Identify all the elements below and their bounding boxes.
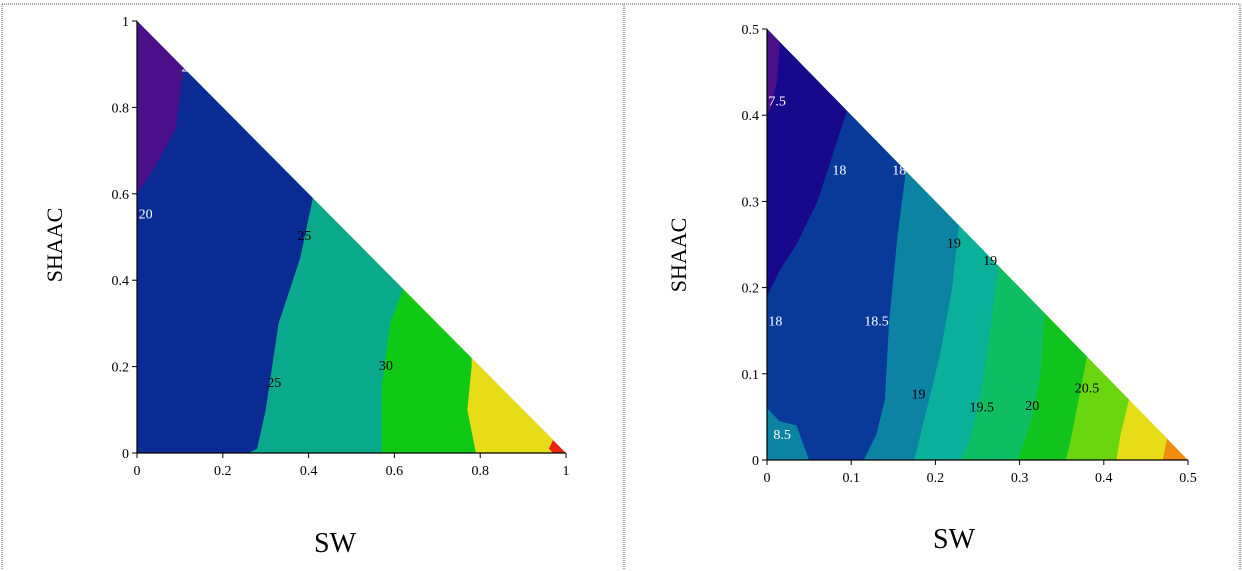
y-axis-title: SHAAC [666, 218, 691, 293]
x-axis-title: SW [933, 524, 976, 555]
contour-label: 19 [947, 237, 961, 252]
contour-band [137, 21, 185, 194]
y-tick-label: 0.4 [112, 274, 130, 289]
contour-label: 19 [983, 254, 997, 269]
y-tick-label: 0.2 [742, 282, 760, 297]
contour-plot-right: 7.5 18 18 19 19 18 18.5 19 19.5 20 20.5 8.5 0 0.1 0.2 0… [666, 23, 1197, 555]
x-tick-label: 0.4 [1095, 471, 1113, 486]
contour-label: 18 [768, 314, 782, 329]
x-tick-label: 0.5 [1179, 471, 1197, 486]
contour-label: 8.5 [773, 428, 791, 443]
contour-fill-group [767, 29, 1188, 460]
contour-band [767, 29, 847, 297]
x-axis-title: SW [314, 528, 357, 559]
contour-label: 30 [379, 359, 393, 374]
y-tick-label: 0.2 [112, 361, 130, 376]
contour-label: 25 [267, 376, 281, 391]
contour-label: 19.5 [969, 400, 994, 415]
x-tick-label: 0.1 [842, 471, 860, 486]
x-tick-label: 1 [563, 464, 570, 479]
contour-band [767, 29, 780, 116]
contour-label: 20 [181, 61, 195, 76]
contour-plot-left: 20 20 25 25 30 0 0.2 0.4 0.6 0.8 1 0 0.2 0.4 0.6 0.8 1 SW… [42, 15, 570, 559]
x-tick-label: 0 [764, 471, 771, 486]
y-tick-label: 0 [122, 447, 129, 462]
y-tick-label: 0.5 [742, 23, 760, 38]
contour-label: 20 [139, 208, 153, 223]
y-tick-label: 0 [752, 454, 759, 469]
contour-label: 20 [1025, 399, 1039, 414]
y-tick-label: 0.3 [742, 195, 760, 210]
x-tick-label: 0 [134, 464, 141, 479]
x-tick-label: 0.8 [471, 464, 489, 479]
x-tick-label: 0.3 [1011, 471, 1029, 486]
y-tick-label: 1 [122, 15, 129, 30]
contour-label: 18.5 [864, 314, 889, 329]
y-axis-title: SHAAC [42, 208, 67, 283]
y-tick-label: 0.4 [742, 109, 760, 124]
y-tick-label: 0.6 [112, 188, 130, 203]
y-tick-label: 0.8 [112, 101, 130, 116]
x-tick-label: 0.2 [214, 464, 232, 479]
x-tick-label: 0.2 [927, 471, 945, 486]
contour-fill-group [137, 21, 566, 453]
x-tick-label: 0.6 [386, 464, 404, 479]
y-tick-label: 0.1 [742, 368, 760, 383]
contour-label: 18 [832, 163, 846, 178]
contour-label: 25 [297, 229, 311, 244]
contour-label: 20.5 [1075, 382, 1100, 397]
contour-label: 7.5 [768, 94, 786, 109]
x-tick-label: 0.4 [300, 464, 318, 479]
contour-label: 19 [912, 388, 926, 403]
contour-label: 18 [892, 163, 906, 178]
